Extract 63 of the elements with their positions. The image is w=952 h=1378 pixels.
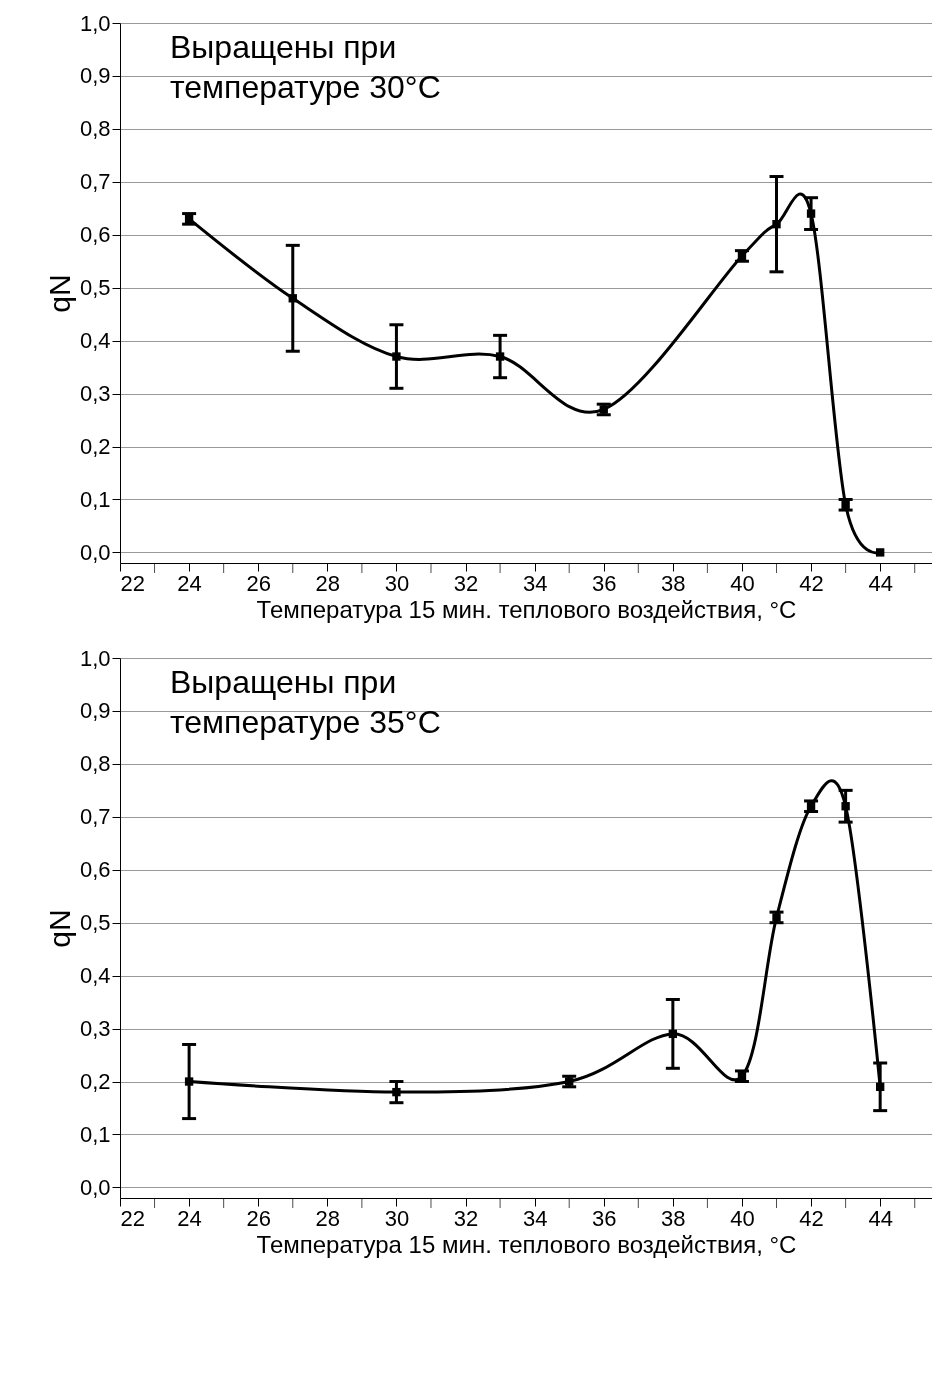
y-tick-label: 0,6: [79, 857, 111, 883]
y-tick-label: 1,0: [79, 10, 111, 36]
y-tick-label: 1,0: [79, 645, 111, 671]
point: [495, 352, 505, 361]
annotation: Выращены при температуре 35°C: [170, 664, 441, 740]
y-tick-label: 0,0: [79, 539, 111, 565]
y-tick-label: 0,2: [79, 1069, 111, 1095]
y-tick-label: 0,0: [79, 1174, 111, 1200]
y-tick-label: 0,4: [79, 328, 111, 354]
y-axis-title: qN: [42, 909, 76, 948]
x-tick-label: 44: [868, 570, 893, 596]
y-tick-label: 0,7: [79, 169, 111, 195]
y-tick-label: 0,5: [79, 910, 111, 936]
y-tick-label: 0,3: [79, 381, 111, 407]
annotation: Выращены при температуре 30°C: [170, 29, 441, 105]
x-tick-label: 38: [661, 570, 686, 596]
point: [392, 1087, 401, 1097]
x-tick-label: 34: [522, 1205, 548, 1231]
point: [806, 209, 816, 218]
x-tick-label: 32: [453, 570, 479, 596]
point: [668, 1029, 678, 1039]
y-tick-label: 0,9: [79, 63, 111, 89]
x-tick-label: 44: [868, 1205, 893, 1231]
y-tick-label: 0,5: [79, 275, 111, 301]
x-tick-label: 24: [177, 1205, 202, 1231]
x-tick-label: 24: [177, 570, 202, 596]
y-tick-label: 0,1: [79, 486, 111, 512]
point: [288, 294, 297, 303]
y-tick-label: 0,2: [79, 434, 111, 460]
y-tick-label: 0,1: [79, 1121, 111, 1147]
y-tick-label: 0,8: [79, 116, 111, 142]
x-tick-label: 28: [315, 1205, 341, 1231]
y-tick-label: 0,4: [79, 963, 111, 989]
x-tick-label: 34: [522, 570, 548, 596]
x-tick-label: 28: [315, 570, 341, 596]
x-tick-label: 22: [120, 570, 145, 596]
x-tick-label: 26: [246, 570, 271, 596]
y-tick-label: 0,3: [79, 1016, 111, 1042]
x-tick-label: 42: [799, 570, 824, 596]
x-tick-label: 30: [384, 1205, 410, 1231]
x-tick-label: 36: [592, 570, 617, 596]
x-axis-title: Температура 15 мин. теплового воздействия, °C: [256, 595, 797, 623]
x-tick-label: 36: [592, 1205, 617, 1231]
x-tick-label: 30: [384, 570, 410, 596]
y-tick-label: 0,9: [79, 698, 111, 724]
y-tick-label: 0,8: [79, 751, 111, 777]
point: [841, 802, 850, 811]
x-tick-label: 42: [799, 1205, 824, 1231]
y-tick-label: 0,6: [79, 222, 111, 248]
x-axis-title: Температура 15 мин. теплового воздействия, °C: [256, 1230, 797, 1258]
x-tick-label: 40: [730, 1205, 755, 1231]
x-tick-label: 26: [246, 1205, 271, 1231]
point: [392, 352, 401, 361]
x-tick-label: 38: [661, 1205, 686, 1231]
x-tick-label: 32: [453, 1205, 479, 1231]
x-tick-label: 40: [730, 570, 755, 596]
y-axis-title: qN: [42, 274, 76, 313]
point: [875, 548, 885, 557]
y-tick-label: 0,7: [79, 804, 111, 830]
x-tick-label: 22: [120, 1205, 145, 1231]
point: [875, 1082, 885, 1092]
point: [772, 219, 781, 229]
point: [184, 1077, 194, 1086]
